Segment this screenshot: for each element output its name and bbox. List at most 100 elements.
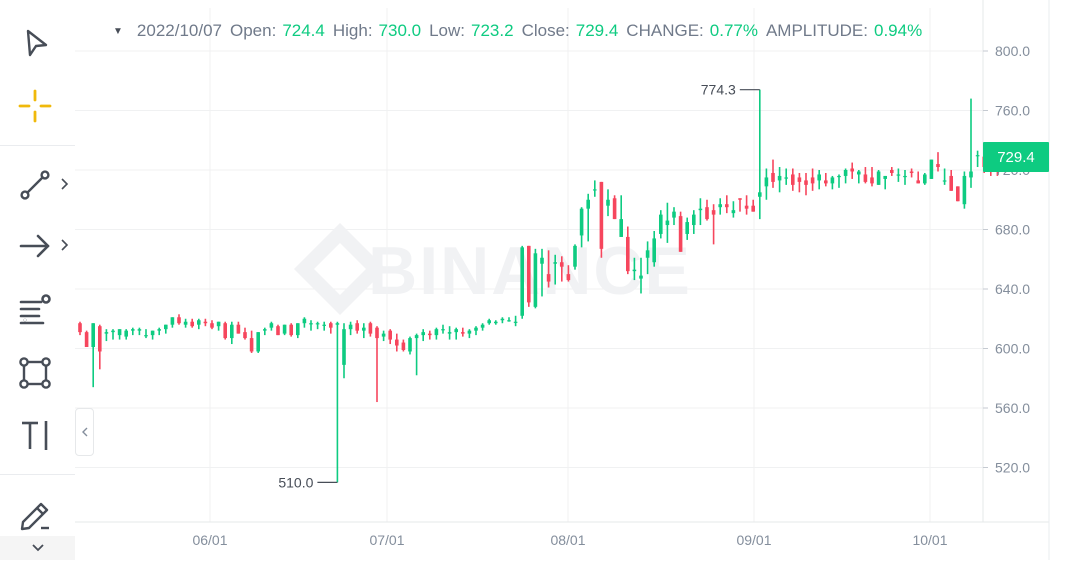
candle[interactable] (362, 323, 366, 339)
candle[interactable] (692, 210, 696, 234)
candle[interactable] (263, 327, 267, 336)
candle[interactable] (870, 167, 874, 187)
candle[interactable] (678, 211, 683, 252)
candle[interactable] (309, 320, 313, 331)
candle[interactable] (665, 202, 670, 243)
candle[interactable] (606, 189, 610, 217)
candle[interactable] (573, 244, 577, 270)
candle[interactable] (843, 168, 848, 184)
candle[interactable] (368, 321, 373, 337)
candle[interactable] (131, 327, 135, 336)
candle[interactable] (579, 207, 584, 248)
candle[interactable] (124, 329, 128, 340)
candle[interactable] (599, 181, 604, 258)
candle[interactable] (797, 172, 802, 193)
candle[interactable] (183, 318, 188, 328)
candle[interactable] (216, 321, 221, 331)
candle[interactable] (711, 204, 716, 245)
candle[interactable] (791, 168, 795, 191)
candle[interactable] (289, 323, 293, 337)
legend-collapse-icon[interactable]: ▼ (113, 25, 123, 37)
candle[interactable] (335, 321, 340, 483)
candle[interactable] (381, 330, 386, 342)
candle[interactable] (764, 168, 769, 200)
candle[interactable] (111, 329, 115, 340)
candle[interactable] (500, 317, 505, 324)
text-tool[interactable] (0, 405, 75, 465)
candle[interactable] (975, 150, 980, 168)
candle[interactable] (91, 323, 95, 388)
candle[interactable] (632, 257, 637, 281)
candle[interactable] (461, 327, 465, 337)
candle[interactable] (540, 248, 544, 297)
candle[interactable] (322, 321, 326, 331)
candle[interactable] (223, 321, 227, 340)
candle[interactable] (375, 326, 379, 403)
candle[interactable] (467, 329, 472, 339)
toolbar-collapse-button[interactable] (0, 536, 75, 560)
candle[interactable] (117, 329, 122, 340)
candle[interactable] (830, 175, 835, 190)
candle[interactable] (890, 167, 894, 176)
candle[interactable] (533, 248, 538, 309)
candle[interactable] (144, 329, 148, 339)
candle[interactable] (639, 257, 643, 294)
candle[interactable] (243, 327, 247, 340)
candle[interactable] (520, 245, 524, 319)
candle[interactable] (269, 321, 274, 331)
candle[interactable] (909, 168, 914, 178)
candle[interactable] (98, 324, 102, 370)
candle[interactable] (659, 210, 663, 239)
candle[interactable] (777, 167, 782, 193)
candle[interactable] (566, 265, 571, 282)
candle[interactable] (428, 330, 432, 340)
candle[interactable] (942, 168, 947, 185)
candle[interactable] (725, 195, 729, 214)
candle[interactable] (824, 172, 828, 187)
candle[interactable] (738, 198, 742, 212)
candle[interactable] (329, 321, 333, 334)
brush-tool[interactable] (0, 484, 75, 544)
candle[interactable] (612, 195, 617, 220)
candle[interactable] (177, 314, 181, 325)
candle[interactable] (84, 330, 89, 348)
candle[interactable] (249, 330, 254, 353)
candle[interactable] (969, 98, 973, 188)
line-tool[interactable] (0, 155, 75, 215)
candle[interactable] (150, 330, 155, 340)
candle[interactable] (282, 324, 287, 336)
candle[interactable] (480, 323, 485, 331)
candle[interactable] (672, 207, 676, 226)
candle[interactable] (553, 254, 557, 285)
candle[interactable] (956, 186, 960, 202)
candle[interactable] (705, 199, 709, 221)
arrow-tool[interactable] (0, 216, 75, 276)
candle[interactable] (395, 333, 399, 352)
candle[interactable] (454, 327, 458, 340)
candle[interactable] (421, 329, 425, 342)
candle[interactable] (296, 323, 300, 339)
candle[interactable] (546, 250, 551, 288)
candle[interactable] (758, 89, 762, 220)
toolbar-toggle-handle[interactable] (75, 408, 94, 456)
candle[interactable] (685, 217, 689, 240)
candle[interactable] (441, 324, 445, 334)
candle[interactable] (197, 318, 201, 330)
candle[interactable] (698, 198, 703, 226)
candle[interactable] (731, 201, 736, 218)
candle[interactable] (388, 329, 392, 345)
candle[interactable] (487, 318, 491, 325)
candle[interactable] (751, 199, 755, 212)
candle[interactable] (916, 171, 920, 184)
candle[interactable] (256, 332, 260, 353)
candle[interactable] (784, 168, 788, 185)
candle[interactable] (157, 327, 161, 336)
candle[interactable] (619, 195, 623, 237)
candle[interactable] (513, 315, 518, 327)
candle[interactable] (401, 339, 406, 352)
candle[interactable] (408, 336, 412, 355)
candle[interactable] (447, 326, 452, 340)
candle[interactable] (104, 329, 109, 342)
candle[interactable] (507, 317, 511, 322)
candle[interactable] (315, 321, 320, 330)
